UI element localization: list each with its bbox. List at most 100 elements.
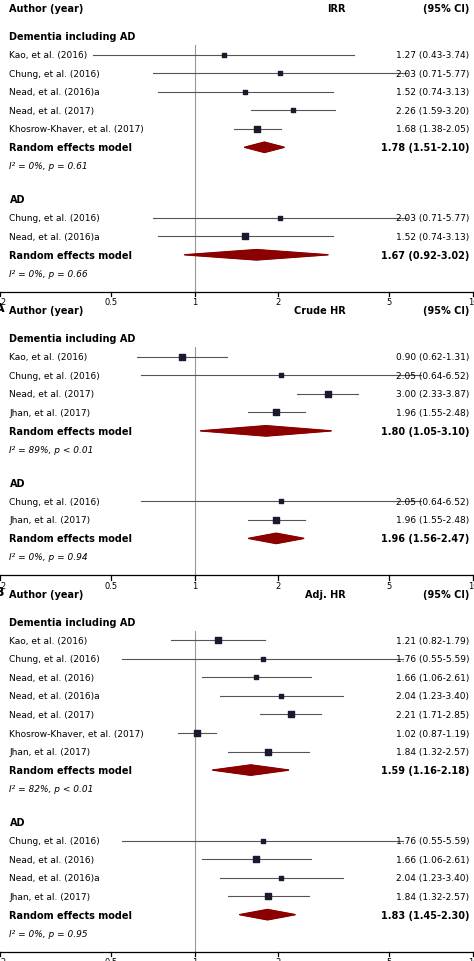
Polygon shape bbox=[201, 427, 331, 436]
Text: 1.96 (1.55-2.48): 1.96 (1.55-2.48) bbox=[396, 516, 469, 525]
Point bbox=[259, 833, 267, 849]
Text: 1.59 (1.16-2.18): 1.59 (1.16-2.18) bbox=[381, 765, 469, 776]
Point bbox=[242, 230, 249, 245]
Text: 2.21 (1.71-2.85): 2.21 (1.71-2.85) bbox=[396, 710, 469, 719]
Text: Chung, et al. (2016): Chung, et al. (2016) bbox=[9, 654, 100, 664]
Polygon shape bbox=[184, 251, 328, 260]
Text: Kao, et al. (2016): Kao, et al. (2016) bbox=[9, 636, 88, 645]
Text: Author (year): Author (year) bbox=[9, 307, 84, 316]
Text: Crude HR: Crude HR bbox=[294, 307, 346, 316]
Polygon shape bbox=[213, 765, 289, 776]
Point bbox=[252, 670, 260, 685]
Point bbox=[287, 707, 294, 723]
Text: Chung, et al. (2016): Chung, et al. (2016) bbox=[9, 214, 100, 223]
Text: Random effects model: Random effects model bbox=[9, 533, 132, 544]
Text: Dementia including AD: Dementia including AD bbox=[9, 333, 136, 344]
Point bbox=[220, 48, 228, 63]
Text: 1.68 (1.38-2.05): 1.68 (1.38-2.05) bbox=[396, 125, 469, 135]
Text: 1: 1 bbox=[192, 581, 197, 590]
Point bbox=[276, 210, 284, 226]
Text: 2.03 (0.71-5.77): 2.03 (0.71-5.77) bbox=[396, 69, 469, 79]
Text: 1.27 (0.43-3.74): 1.27 (0.43-3.74) bbox=[396, 51, 469, 60]
Text: Chung, et al. (2016): Chung, et al. (2016) bbox=[9, 371, 100, 381]
Text: I² = 89%, p < 0.01: I² = 89%, p < 0.01 bbox=[9, 446, 94, 455]
Text: Random effects model: Random effects model bbox=[9, 251, 132, 260]
Text: (95% CI): (95% CI) bbox=[423, 589, 469, 600]
Text: Nead, et al. (2016): Nead, et al. (2016) bbox=[9, 854, 95, 864]
Point bbox=[324, 386, 331, 402]
Text: I² = 0%, p = 0.66: I² = 0%, p = 0.66 bbox=[9, 269, 88, 279]
Text: Jhan, et al. (2017): Jhan, et al. (2017) bbox=[9, 408, 91, 417]
Text: Nead, et al. (2017): Nead, et al. (2017) bbox=[9, 710, 95, 719]
Text: 10: 10 bbox=[468, 298, 474, 308]
Text: Nead, et al. (2016)a: Nead, et al. (2016)a bbox=[9, 233, 100, 241]
Text: 2.05 (0.64-6.52): 2.05 (0.64-6.52) bbox=[396, 497, 469, 506]
Text: 1.67 (0.92-3.02): 1.67 (0.92-3.02) bbox=[381, 251, 469, 260]
Text: 2.04 (1.23-3.40): 2.04 (1.23-3.40) bbox=[396, 874, 469, 882]
Text: 1.96 (1.56-2.47): 1.96 (1.56-2.47) bbox=[381, 533, 469, 544]
Text: 3.00 (2.33-3.87): 3.00 (2.33-3.87) bbox=[396, 390, 469, 399]
Text: 5: 5 bbox=[387, 957, 392, 961]
Text: Kao, et al. (2016): Kao, et al. (2016) bbox=[9, 51, 88, 60]
Text: Nead, et al. (2017): Nead, et al. (2017) bbox=[9, 107, 95, 115]
Text: I² = 82%, p < 0.01: I² = 82%, p < 0.01 bbox=[9, 784, 94, 793]
Point bbox=[264, 889, 272, 904]
Text: Author (year): Author (year) bbox=[9, 589, 84, 600]
Text: (95% CI): (95% CI) bbox=[423, 307, 469, 316]
Text: I² = 0%, p = 0.61: I² = 0%, p = 0.61 bbox=[9, 162, 88, 171]
Text: 1.84 (1.32-2.57): 1.84 (1.32-2.57) bbox=[396, 748, 469, 756]
Point bbox=[193, 726, 201, 741]
Text: Random effects model: Random effects model bbox=[9, 427, 132, 436]
Point bbox=[278, 368, 285, 383]
Point bbox=[259, 652, 267, 667]
Text: 10: 10 bbox=[468, 957, 474, 961]
Text: AD: AD bbox=[9, 479, 25, 488]
Text: 1.66 (1.06-2.61): 1.66 (1.06-2.61) bbox=[396, 674, 469, 682]
Text: 2.26 (1.59-3.20): 2.26 (1.59-3.20) bbox=[396, 107, 469, 115]
Text: I² = 0%, p = 0.95: I² = 0%, p = 0.95 bbox=[9, 928, 88, 938]
Polygon shape bbox=[240, 909, 295, 920]
Point bbox=[272, 512, 280, 528]
Polygon shape bbox=[248, 533, 304, 544]
Point bbox=[252, 851, 260, 867]
Text: Adj. HR: Adj. HR bbox=[305, 589, 346, 600]
Point bbox=[178, 350, 186, 365]
Text: 2.03 (0.71-5.77): 2.03 (0.71-5.77) bbox=[396, 214, 469, 223]
Text: 0.5: 0.5 bbox=[104, 957, 118, 961]
Text: I² = 0%, p = 0.94: I² = 0%, p = 0.94 bbox=[9, 553, 88, 562]
Text: 0.5: 0.5 bbox=[104, 298, 118, 308]
Text: 1.52 (0.74-3.13): 1.52 (0.74-3.13) bbox=[396, 233, 469, 241]
Text: Jhan, et al. (2017): Jhan, et al. (2017) bbox=[9, 516, 91, 525]
Text: 2: 2 bbox=[276, 581, 281, 590]
Text: Khosrow-Khaver, et al. (2017): Khosrow-Khaver, et al. (2017) bbox=[9, 125, 144, 135]
Text: Random effects model: Random effects model bbox=[9, 765, 132, 776]
Text: Nead, et al. (2016)a: Nead, et al. (2016)a bbox=[9, 692, 100, 701]
Text: AD: AD bbox=[9, 195, 25, 205]
Text: Author (year): Author (year) bbox=[9, 4, 84, 14]
Point bbox=[214, 633, 221, 649]
Text: 5: 5 bbox=[387, 581, 392, 590]
Text: 1.76 (0.55-5.59): 1.76 (0.55-5.59) bbox=[396, 654, 469, 664]
Text: Khosrow-Khaver, et al. (2017): Khosrow-Khaver, et al. (2017) bbox=[9, 728, 144, 738]
Text: 1.80 (1.05-3.10): 1.80 (1.05-3.10) bbox=[381, 427, 469, 436]
Text: Nead, et al. (2016)a: Nead, et al. (2016)a bbox=[9, 874, 100, 882]
Point bbox=[254, 122, 261, 137]
Point bbox=[278, 494, 285, 509]
Point bbox=[277, 870, 285, 885]
Text: Kao, et al. (2016): Kao, et al. (2016) bbox=[9, 353, 88, 362]
Text: Nead, et al. (2016): Nead, et al. (2016) bbox=[9, 674, 95, 682]
Text: 1.83 (1.45-2.30): 1.83 (1.45-2.30) bbox=[381, 910, 469, 920]
Text: 2.04 (1.23-3.40): 2.04 (1.23-3.40) bbox=[396, 692, 469, 701]
Text: 0.90 (0.62-1.31): 0.90 (0.62-1.31) bbox=[396, 353, 469, 362]
Text: B: B bbox=[0, 585, 5, 598]
Text: 2: 2 bbox=[276, 957, 281, 961]
Text: 10: 10 bbox=[468, 581, 474, 590]
Text: 1: 1 bbox=[192, 298, 197, 308]
Polygon shape bbox=[245, 143, 284, 154]
Text: 0.2: 0.2 bbox=[0, 957, 7, 961]
Text: Nead, et al. (2017): Nead, et al. (2017) bbox=[9, 390, 95, 399]
Point bbox=[276, 66, 284, 82]
Text: 1.76 (0.55-5.59): 1.76 (0.55-5.59) bbox=[396, 836, 469, 845]
Text: IRR: IRR bbox=[328, 4, 346, 14]
Text: Dementia including AD: Dementia including AD bbox=[9, 617, 136, 628]
